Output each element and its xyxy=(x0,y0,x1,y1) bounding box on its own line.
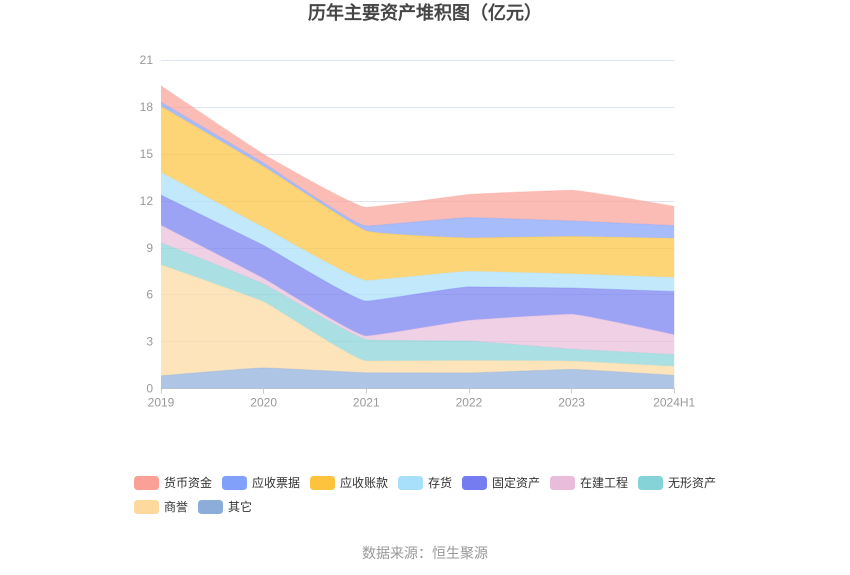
svg-text:21: 21 xyxy=(140,53,154,67)
svg-text:固定资产: 固定资产 xyxy=(492,475,540,490)
svg-text:6: 6 xyxy=(146,288,153,302)
svg-text:2019: 2019 xyxy=(148,396,175,410)
svg-text:9: 9 xyxy=(146,241,153,255)
svg-text:数据来源：恒生聚源: 数据来源：恒生聚源 xyxy=(362,545,488,561)
svg-text:2020: 2020 xyxy=(250,396,277,410)
svg-text:2023: 2023 xyxy=(558,396,585,410)
svg-text:应收账款: 应收账款 xyxy=(340,475,388,490)
svg-text:存货: 存货 xyxy=(428,475,452,490)
svg-text:2021: 2021 xyxy=(353,396,380,410)
svg-text:应收票据: 应收票据 xyxy=(252,475,300,490)
svg-text:18: 18 xyxy=(140,100,154,114)
svg-text:其它: 其它 xyxy=(228,499,252,514)
svg-text:无形资产: 无形资产 xyxy=(668,476,716,490)
svg-text:15: 15 xyxy=(140,147,154,161)
svg-text:在建工程: 在建工程 xyxy=(580,475,628,490)
svg-text:0: 0 xyxy=(146,382,153,396)
svg-text:3: 3 xyxy=(146,335,153,349)
svg-text:货币资金: 货币资金 xyxy=(164,475,212,490)
svg-text:历年主要资产堆积图（亿元）: 历年主要资产堆积图（亿元） xyxy=(308,2,542,23)
svg-text:2022: 2022 xyxy=(456,396,483,410)
svg-text:12: 12 xyxy=(140,194,154,208)
svg-text:商誉: 商誉 xyxy=(164,499,188,514)
svg-text:2024H1: 2024H1 xyxy=(653,396,695,410)
